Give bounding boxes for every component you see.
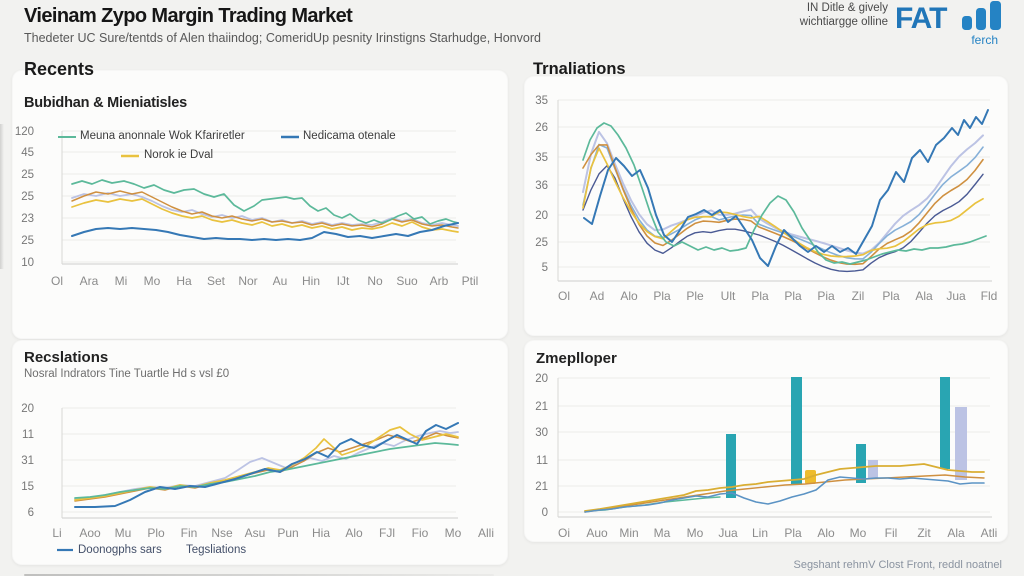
svg-text:36: 36 xyxy=(535,180,548,192)
svg-text:Pla: Pla xyxy=(784,289,802,303)
svg-text:25: 25 xyxy=(535,237,548,249)
svg-text:Mo: Mo xyxy=(445,526,462,540)
svg-text:Alo: Alo xyxy=(817,526,835,540)
svg-text:Alo: Alo xyxy=(345,526,363,540)
svg-text:6: 6 xyxy=(28,507,34,519)
svg-text:Nor: Nor xyxy=(238,274,257,288)
svg-text:Ala: Ala xyxy=(947,526,965,540)
svg-text:Min: Min xyxy=(619,526,638,540)
svg-text:Oi: Oi xyxy=(558,526,570,540)
svg-text:Zil: Zil xyxy=(852,289,865,303)
svg-text:35: 35 xyxy=(535,95,548,107)
svg-text:FJl: FJl xyxy=(379,526,395,540)
svg-text:25: 25 xyxy=(21,235,34,247)
svg-text:20: 20 xyxy=(535,210,548,222)
svg-text:20: 20 xyxy=(535,373,548,385)
svg-text:Ple: Ple xyxy=(686,289,704,303)
svg-text:25: 25 xyxy=(21,191,34,203)
svg-text:Ol: Ol xyxy=(558,289,570,303)
svg-text:Fil: Fil xyxy=(885,526,898,540)
svg-text:Hia: Hia xyxy=(312,526,330,540)
svg-text:Ad: Ad xyxy=(590,289,605,303)
svg-text:25: 25 xyxy=(21,169,34,181)
svg-text:Pun: Pun xyxy=(277,526,298,540)
svg-text:Ala: Ala xyxy=(915,289,933,303)
svg-text:Nse: Nse xyxy=(211,526,233,540)
svg-text:Fin: Fin xyxy=(181,526,198,540)
svg-text:Ult: Ult xyxy=(721,289,736,303)
svg-text:Alli: Alli xyxy=(478,526,494,540)
svg-text:Aoo: Aoo xyxy=(79,526,101,540)
svg-text:26: 26 xyxy=(535,122,548,134)
svg-text:Arb: Arb xyxy=(430,274,449,288)
svg-text:Atli: Atli xyxy=(981,526,998,540)
svg-text:IJt: IJt xyxy=(337,274,350,288)
svg-text:21: 21 xyxy=(535,481,548,493)
svg-text:Mi: Mi xyxy=(115,274,128,288)
svg-text:Ha: Ha xyxy=(176,274,192,288)
svg-text:23: 23 xyxy=(21,213,34,225)
svg-text:45: 45 xyxy=(21,147,34,159)
svg-text:21: 21 xyxy=(535,401,548,413)
svg-text:Pla: Pla xyxy=(653,289,671,303)
svg-text:Plo: Plo xyxy=(147,526,165,540)
svg-text:Alo: Alo xyxy=(620,289,638,303)
svg-text:Fio: Fio xyxy=(412,526,429,540)
svg-text:Auo: Auo xyxy=(586,526,608,540)
svg-text:0: 0 xyxy=(542,507,548,519)
svg-text:Au: Au xyxy=(273,274,288,288)
svg-text:Ol: Ol xyxy=(51,274,63,288)
svg-text:Pla: Pla xyxy=(784,526,802,540)
svg-text:Asu: Asu xyxy=(245,526,266,540)
svg-text:Jua: Jua xyxy=(946,289,966,303)
svg-text:Mo: Mo xyxy=(687,526,704,540)
svg-text:Ara: Ara xyxy=(80,274,99,288)
svg-text:31: 31 xyxy=(21,455,34,467)
svg-text:Hin: Hin xyxy=(302,274,320,288)
svg-text:Pla: Pla xyxy=(882,289,900,303)
svg-text:Pia: Pia xyxy=(817,289,835,303)
svg-text:Suo: Suo xyxy=(396,274,418,288)
svg-text:120: 120 xyxy=(15,126,34,138)
svg-text:Li: Li xyxy=(52,526,61,540)
svg-text:11: 11 xyxy=(22,429,34,441)
svg-text:Pla: Pla xyxy=(751,289,769,303)
svg-text:Lin: Lin xyxy=(752,526,768,540)
svg-text:Jua: Jua xyxy=(718,526,738,540)
svg-text:10: 10 xyxy=(21,257,34,269)
svg-text:Mo: Mo xyxy=(144,274,161,288)
svg-text:Fld: Fld xyxy=(981,289,998,303)
svg-text:Mu: Mu xyxy=(115,526,132,540)
svg-text:Ptil: Ptil xyxy=(462,274,479,288)
svg-text:Mo: Mo xyxy=(850,526,867,540)
svg-text:30: 30 xyxy=(535,427,548,439)
svg-text:15: 15 xyxy=(21,481,34,493)
svg-text:Zit: Zit xyxy=(917,526,931,540)
svg-text:20: 20 xyxy=(21,403,34,415)
svg-text:35: 35 xyxy=(535,152,548,164)
svg-text:Ma: Ma xyxy=(654,526,671,540)
svg-text:No: No xyxy=(367,274,383,288)
svg-text:5: 5 xyxy=(542,262,548,274)
svg-text:11: 11 xyxy=(536,455,548,467)
svg-text:Set: Set xyxy=(207,274,226,288)
